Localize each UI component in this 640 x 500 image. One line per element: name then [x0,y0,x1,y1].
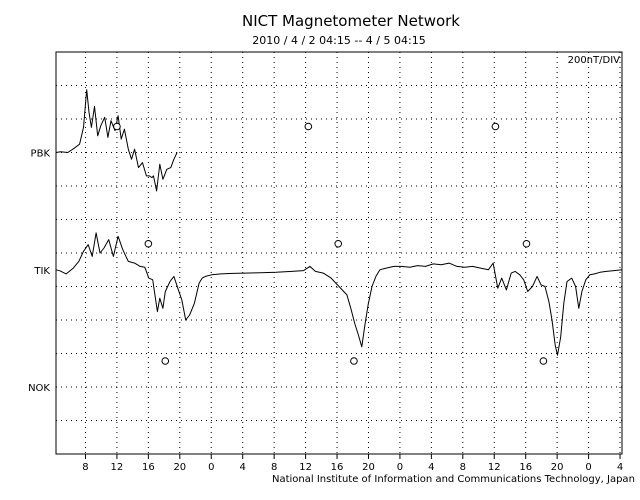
x-tick-label: 16 [331,462,344,473]
noon-marker-nok [161,357,170,365]
chart-subtitle: 2010 / 4 / 2 04:15 -- 4 / 5 04:15 [252,34,425,47]
plot-frame [55,51,623,455]
x-tick-label: 8 [271,462,277,473]
station-label-nok: NOK [28,383,50,394]
x-tick-label: 4 [240,462,246,473]
noon-marker-nok [350,357,358,365]
x-tick-label: 20 [362,462,375,473]
noon-markers [113,122,548,365]
x-tick-label: 4 [428,462,434,473]
chart-title: NICT Magnetometer Network [242,12,460,30]
station-label-pbk: PBK [31,149,51,160]
x-tick-label: 12 [299,462,312,473]
x-tick-label: 8 [460,462,466,473]
x-tick-label: 12 [111,462,124,473]
noon-marker-tik [522,239,531,248]
x-tick-label: 16 [519,462,532,473]
x-tick-label: 16 [142,462,155,473]
station-labels: PBK TIK NOK [28,149,50,395]
noon-marker-tik [144,239,153,248]
noon-marker-nok [539,357,548,365]
x-tick-label: 20 [551,462,564,473]
noon-marker-pbk [491,122,500,131]
x-tick-label: 8 [82,462,88,473]
x-tick-label: 12 [488,462,501,473]
noon-marker-tik [334,239,343,248]
x-tick-label: 0 [397,462,403,473]
x-tick-label: 0 [585,462,591,473]
grid [56,52,622,454]
trace-tik [55,232,623,356]
station-label-tik: TIK [33,266,50,277]
scale-label: 200nT/DIV [568,55,621,66]
x-tick-label: 0 [208,462,214,473]
x-tick-label: 4 [617,462,623,473]
noon-marker-pbk [304,122,313,131]
x-tick-label: 20 [173,462,186,473]
noon-marker-pbk [113,122,121,131]
traces [55,89,623,356]
footer-label: National Institute of Information and Co… [272,474,635,485]
x-axis: 8 12 16 20 0 4 8 12 16 20 0 4 8 12 16 20 0 4 [82,454,623,473]
trace-pbk [55,89,178,192]
